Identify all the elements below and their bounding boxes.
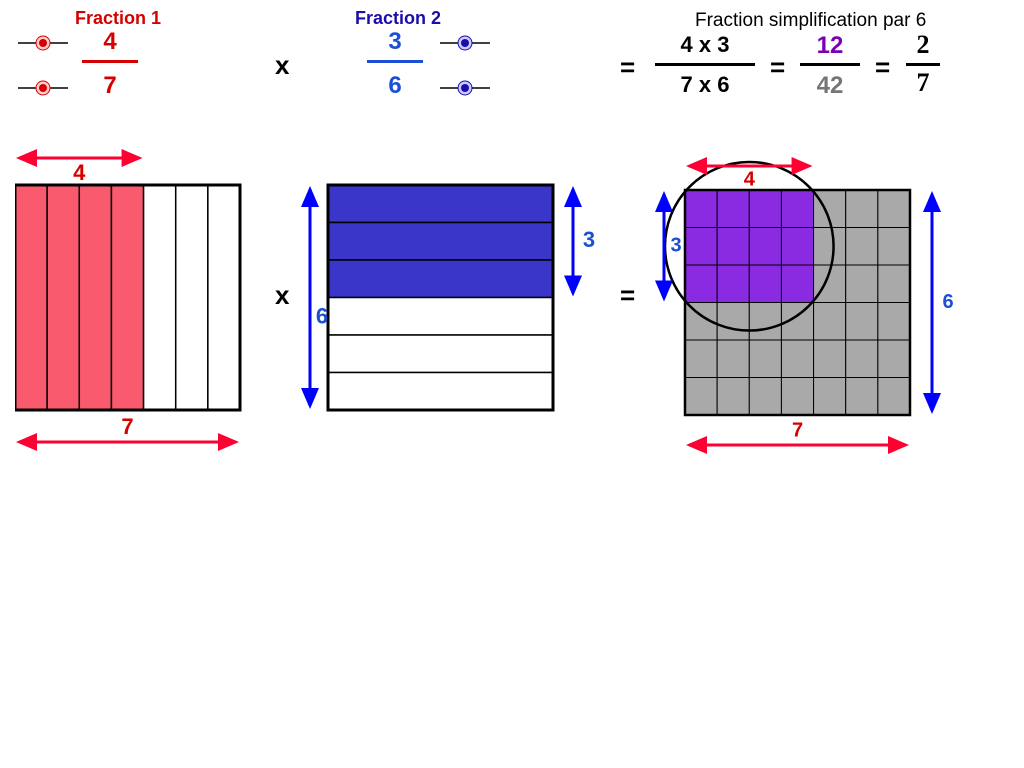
grid3: 4 3 6 7 [650, 150, 980, 480]
svg-text:7: 7 [792, 419, 803, 441]
step1-den: 7 x 6 [660, 72, 750, 98]
svg-text:3: 3 [670, 235, 681, 257]
grid2: 63 [300, 180, 600, 430]
step1-bar [655, 63, 755, 66]
fraction2-denominator: 6 [375, 72, 415, 100]
fraction1-bar [82, 60, 138, 63]
svg-text:7: 7 [121, 414, 133, 439]
equals-2: = [770, 52, 785, 83]
step2-bar [800, 63, 860, 66]
fraction1-denominator: 7 [90, 72, 130, 100]
svg-text:4: 4 [744, 168, 756, 190]
fraction2-slider-bottom[interactable] [440, 80, 490, 96]
fraction1-slider-top[interactable] [18, 35, 68, 51]
result-den: 7 [908, 68, 938, 98]
svg-text:6: 6 [316, 303, 328, 328]
result-bar [906, 63, 940, 66]
mult-symbol-top: x [275, 50, 289, 81]
fraction1-label: Fraction 1 [75, 8, 161, 29]
result-num: 2 [908, 30, 938, 60]
svg-text:4: 4 [73, 160, 86, 185]
fraction1-numerator: 4 [90, 28, 130, 56]
step1-num: 4 x 3 [660, 32, 750, 58]
svg-text:6: 6 [942, 291, 953, 313]
fraction2-slider-top[interactable] [440, 35, 490, 51]
equals-1: = [620, 52, 635, 83]
simplification-label: Fraction simplification par 6 [695, 10, 926, 32]
fraction2-numerator: 3 [375, 28, 415, 56]
equals-3: = [875, 52, 890, 83]
fraction2-bar [367, 60, 423, 63]
fraction1-slider-bottom[interactable] [18, 80, 68, 96]
step2-num: 12 [800, 32, 860, 60]
step2-den: 42 [800, 72, 860, 100]
mult-symbol-grids: x [275, 280, 289, 311]
fraction2-label: Fraction 2 [355, 8, 441, 29]
equals-grids: = [620, 280, 635, 311]
grid1: 47 [15, 140, 255, 470]
svg-text:3: 3 [583, 227, 595, 252]
